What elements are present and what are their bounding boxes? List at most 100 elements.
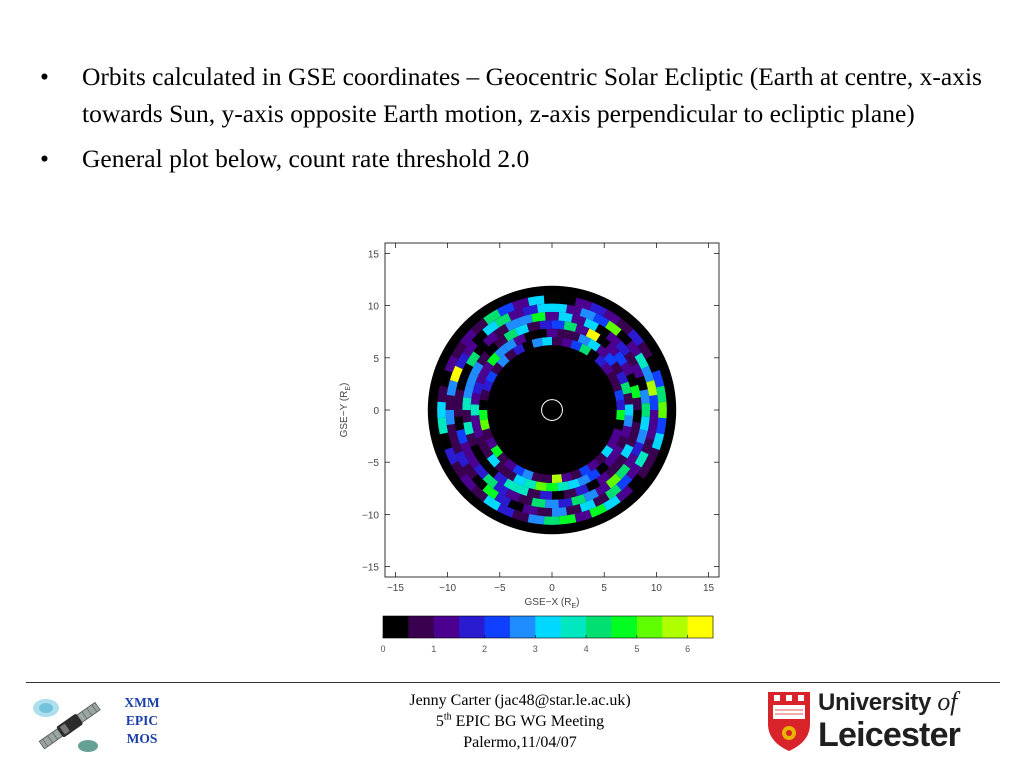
annulus-cell [523, 478, 537, 490]
y-tick-label: 15 [368, 249, 380, 260]
y-tick-label: −5 [368, 458, 380, 469]
annulus-cell [478, 410, 488, 421]
annulus-cell [605, 463, 620, 478]
satellite-icon [33, 699, 101, 752]
annulus-cell [523, 330, 537, 342]
annulus-cell [470, 485, 489, 502]
annulus-cell [484, 342, 499, 357]
annulus-cell [493, 481, 509, 497]
annulus-cell [636, 375, 648, 391]
annulus-cell [603, 309, 621, 325]
bullet-item: • Orbits calculated in GSE coordinates –… [40, 58, 1000, 132]
annulus-cell [645, 447, 660, 466]
annulus-cell [603, 352, 618, 367]
annulus-cell [482, 320, 499, 336]
colorbar-tick-label: 1 [431, 644, 436, 654]
annulus-cell [473, 340, 489, 357]
annulus-cell [472, 425, 484, 439]
bullet-text: Orbits calculated in GSE coordinates – G… [82, 62, 982, 128]
annulus-cell [471, 329, 488, 346]
colorbar-tick-label: 3 [533, 644, 538, 654]
annulus-cell [605, 342, 620, 357]
annulus-cell [649, 394, 659, 410]
annulus-cell [493, 471, 508, 486]
annulus-cell [641, 437, 655, 455]
annulus-cell [574, 297, 593, 311]
annulus-cell [620, 381, 632, 395]
annulus-cell [543, 295, 561, 304]
annulus-cell [626, 372, 639, 388]
meeting-ordinal: th [443, 711, 452, 723]
annulus-cell [615, 463, 631, 480]
annulus-cell [596, 471, 611, 486]
annulus-cell [623, 392, 634, 405]
annulus-cell [504, 348, 518, 362]
annulus-cell [557, 328, 570, 339]
annulus-cell [493, 334, 508, 349]
annulus-cell [503, 328, 519, 342]
annulus-cell [600, 362, 614, 376]
colorbar-swatch [408, 616, 435, 638]
annulus-cell [630, 384, 641, 399]
annulus-cell [616, 410, 626, 421]
annulus-cell [559, 295, 577, 306]
annulus-cell [634, 450, 649, 468]
annulus-cell [645, 354, 660, 373]
annulus-cell [475, 435, 488, 450]
university-prefix: University [818, 689, 938, 716]
annulus-cell [437, 385, 448, 403]
university-wordmark: University of Leicester [818, 688, 961, 754]
annulus-cell [496, 354, 510, 368]
annulus-cell [552, 490, 565, 500]
y-tick-label: 0 [373, 406, 379, 417]
annulus-cell [449, 365, 463, 383]
annulus-cell [462, 397, 472, 410]
annulus-cell [521, 339, 534, 352]
annulus-cell [517, 314, 533, 326]
colorbar-swatch [687, 616, 714, 638]
colorbar-tick-label: 5 [634, 644, 639, 654]
annulus-cell [613, 454, 628, 469]
annulus-cell [453, 403, 463, 417]
y-tick-label: −10 [362, 510, 379, 521]
annulus-cell [637, 341, 653, 359]
colorbar-swatch [636, 616, 663, 638]
annulus-cell [627, 328, 644, 347]
colorbar-swatch [383, 616, 409, 638]
annulus-cell [623, 351, 639, 367]
annulus-cell [482, 484, 499, 500]
annulus-cell [616, 435, 629, 450]
annulus-cell [531, 337, 543, 348]
annulus-cell [563, 488, 578, 499]
annulus-cell [460, 441, 474, 458]
annulus-cell [446, 380, 458, 397]
annulus-cell [451, 341, 467, 359]
annulus-cell [479, 419, 490, 431]
annulus-cell [578, 343, 592, 356]
annulus-cell [605, 320, 622, 336]
bullet-list: • Orbits calculated in GSE coordinates –… [40, 58, 1000, 185]
annulus-cell [595, 344, 610, 359]
meeting-line: 5th EPIC BG WG Meeting [330, 711, 710, 732]
annulus-cell [521, 468, 534, 481]
meeting-number: 5 [435, 713, 444, 730]
x-tick-label: −5 [494, 583, 506, 594]
annulus-cell [478, 399, 488, 410]
annulus-cell [444, 447, 459, 466]
annulus-cell [614, 419, 625, 431]
colorbar-tick-label: 0 [380, 644, 385, 654]
annulus-cell [565, 504, 582, 516]
annulus-cell [504, 318, 521, 332]
footer-divider [26, 682, 1000, 683]
annulus-cell [451, 461, 467, 479]
annulus-cell [624, 404, 634, 416]
annulus-cell [595, 323, 611, 339]
annulus-cells [437, 295, 667, 525]
annulus-cell [558, 497, 573, 508]
annulus-cell [567, 478, 581, 490]
annulus-cell [545, 499, 559, 509]
annulus-cell [445, 394, 455, 410]
annulus-cell [577, 474, 592, 487]
annulus-cell [449, 437, 463, 455]
annulus-cell [470, 443, 484, 459]
